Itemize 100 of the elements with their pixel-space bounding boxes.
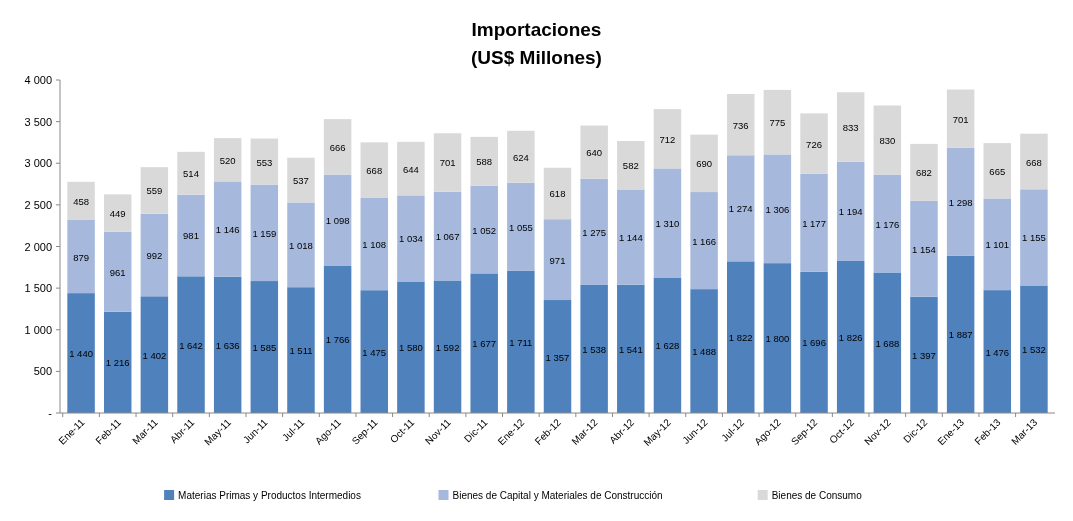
bar <box>653 277 682 413</box>
legend-label: Bienes de Consumo <box>771 490 863 501</box>
bar <box>543 219 572 301</box>
y-tick-label: 4 000 <box>24 74 52 86</box>
bar <box>543 167 572 220</box>
bar <box>67 293 95 413</box>
bar <box>983 290 1012 413</box>
data-label: 1 677 <box>472 338 497 350</box>
data-label: 1 098 <box>325 215 350 227</box>
bar <box>433 280 462 413</box>
data-label: 1 155 <box>1022 232 1046 244</box>
data-label: 1 108 <box>362 239 387 251</box>
bar <box>177 276 205 413</box>
data-label: 1 440 <box>69 348 93 360</box>
data-label: 701 <box>952 113 969 125</box>
bar <box>763 154 792 264</box>
data-label: 553 <box>256 156 273 168</box>
data-label: 1 766 <box>325 334 350 346</box>
data-label: 726 <box>806 138 822 150</box>
chart-title: Importaciones <box>471 19 602 40</box>
data-label: 690 <box>696 158 713 170</box>
bar <box>67 181 95 220</box>
bar <box>800 113 828 174</box>
data-label: 1 177 <box>802 217 826 229</box>
bar <box>507 130 535 183</box>
bar <box>580 284 608 413</box>
bar <box>323 119 352 175</box>
data-label: 1 822 <box>728 332 753 344</box>
bar <box>250 184 279 282</box>
data-label: 514 <box>183 168 199 180</box>
data-label: 879 <box>73 251 89 263</box>
data-label: 1 018 <box>289 239 313 251</box>
bar <box>617 141 645 190</box>
y-tick-label: 500 <box>33 365 52 378</box>
data-label: 1 636 <box>215 339 240 351</box>
bar <box>727 261 755 413</box>
bar <box>103 231 132 312</box>
bar <box>1020 133 1048 190</box>
bar <box>360 142 388 198</box>
bar <box>690 289 718 413</box>
data-label: 665 <box>989 165 1006 177</box>
bar <box>946 89 975 148</box>
data-label: 458 <box>73 195 89 207</box>
bar <box>1020 285 1048 413</box>
data-label: 618 <box>549 188 566 200</box>
bar <box>250 281 279 413</box>
bar <box>910 143 938 201</box>
bar <box>287 287 315 413</box>
data-label: 775 <box>769 117 786 129</box>
bar <box>323 265 352 413</box>
bar <box>470 136 498 186</box>
data-label: 981 <box>183 230 199 242</box>
bar <box>507 182 535 271</box>
bar <box>653 168 682 278</box>
data-label: 1 055 <box>508 221 533 233</box>
data-label: 1 887 <box>948 329 973 341</box>
data-label: 1 154 <box>912 243 936 255</box>
data-label: 1 711 <box>509 336 533 348</box>
data-label: 1 166 <box>692 235 716 247</box>
bar <box>397 141 425 196</box>
bar <box>946 255 975 413</box>
data-label: 582 <box>622 160 639 172</box>
data-label: 1 397 <box>912 349 936 361</box>
data-label: 668 <box>366 165 383 177</box>
data-label: 666 <box>329 141 346 153</box>
bar <box>873 272 902 413</box>
data-label: 559 <box>146 185 163 197</box>
bar <box>873 174 902 273</box>
bar <box>360 197 388 291</box>
bar <box>213 138 242 182</box>
y-tick-label: 2 000 <box>24 240 52 253</box>
data-label: 644 <box>402 163 419 175</box>
bar <box>836 161 865 261</box>
data-label: 1 101 <box>985 239 1010 251</box>
bar <box>800 271 828 413</box>
bar <box>323 174 352 266</box>
bar <box>103 194 132 232</box>
bar <box>250 138 279 185</box>
y-tick-label: 2 500 <box>24 198 52 211</box>
bar <box>983 143 1012 199</box>
data-label: 971 <box>549 254 566 266</box>
data-label: 1 357 <box>545 351 570 363</box>
bar <box>397 195 425 282</box>
y-tick-label: - <box>48 407 53 419</box>
data-label: 1 488 <box>692 346 716 358</box>
data-label: 1 826 <box>838 331 863 343</box>
data-label: 1 194 <box>838 206 863 218</box>
data-label: 449 <box>109 208 126 220</box>
data-label: 1 476 <box>985 346 1010 358</box>
data-label: 1 310 <box>655 217 680 229</box>
data-label: 1 067 <box>435 231 460 243</box>
bar <box>287 157 315 203</box>
data-label: 1 034 <box>399 233 423 245</box>
data-label: 1 475 <box>362 346 387 358</box>
data-label: 1 800 <box>765 333 790 345</box>
bar <box>580 125 608 179</box>
bar <box>727 93 755 156</box>
bar <box>617 284 645 413</box>
bar <box>140 213 169 297</box>
bar <box>470 273 498 413</box>
